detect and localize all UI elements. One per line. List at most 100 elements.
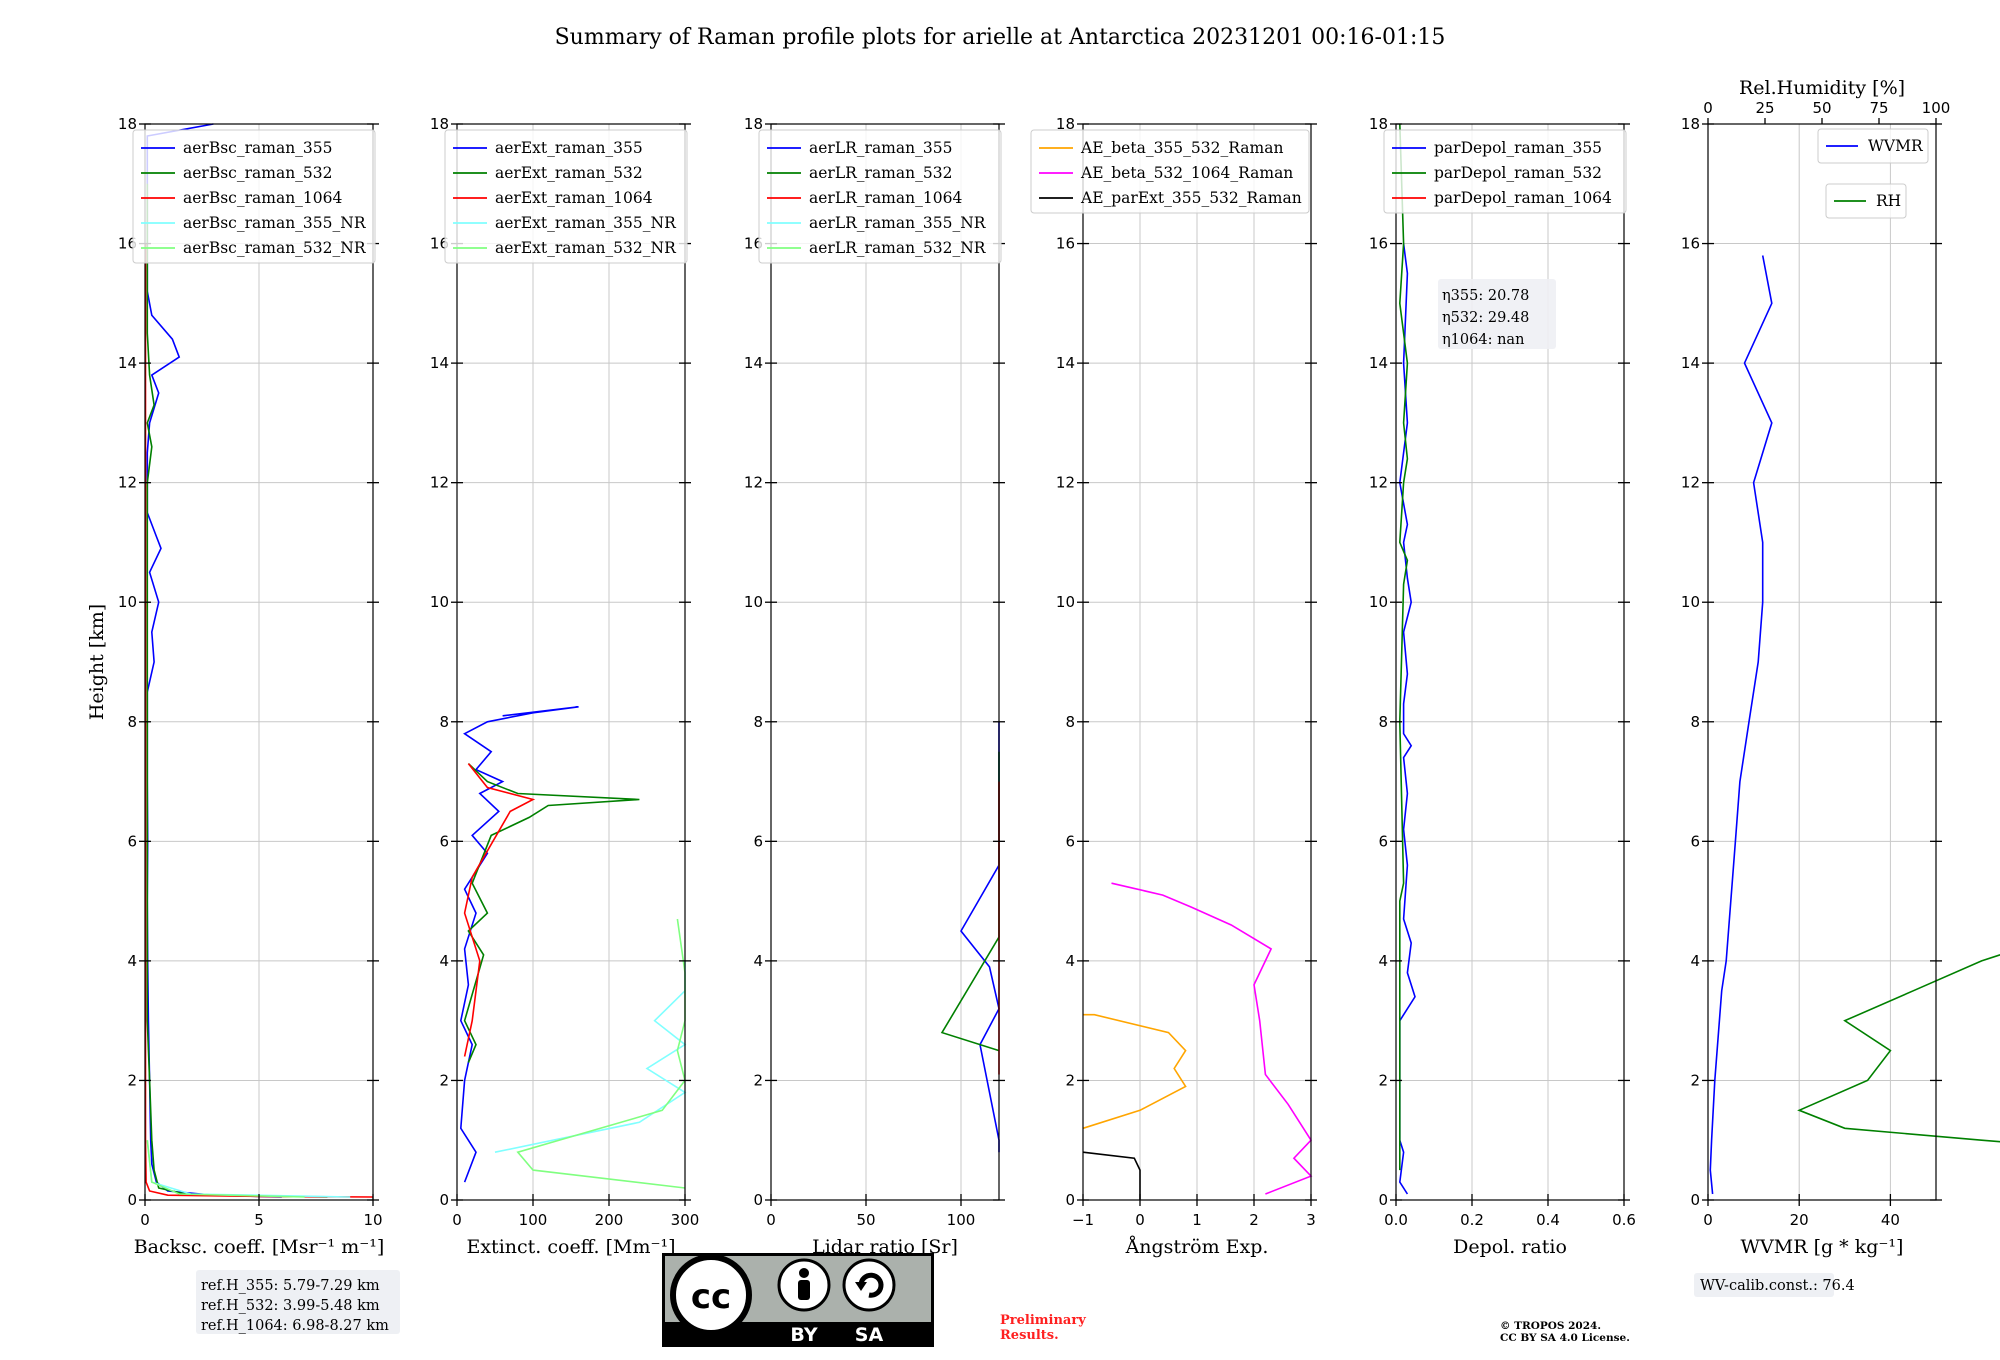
y-tick-label: 14 bbox=[1369, 354, 1388, 372]
y-tick-label: 2 bbox=[753, 1071, 763, 1089]
y-tick-label: 4 bbox=[439, 952, 449, 970]
y-tick-label: 16 bbox=[744, 235, 763, 253]
legend-box bbox=[758, 129, 1002, 264]
series-line-aerExt_raman_532 bbox=[463, 763, 640, 1063]
y-tick-label: 6 bbox=[1378, 832, 1388, 850]
y-tick-label: 10 bbox=[430, 593, 449, 611]
y-tick-label: 16 bbox=[1056, 235, 1075, 253]
ref-height-355: ref.H_355: 5.79-7.29 km bbox=[201, 1278, 380, 1294]
x-tick-label: 50 bbox=[856, 1211, 875, 1229]
y-tick-label: 2 bbox=[1378, 1071, 1388, 1089]
wv-calib-box: WV-calib.const.: 76.4 bbox=[1694, 1273, 1855, 1297]
x-tick-label: 300 bbox=[671, 1211, 700, 1229]
x-axis-label: Depol. ratio bbox=[1453, 1236, 1567, 1258]
y-tick-label: 4 bbox=[753, 952, 763, 970]
legend-label: WVMR bbox=[1868, 137, 1924, 155]
cc-icon-text: cc bbox=[691, 1277, 731, 1317]
legend-label: aerExt_raman_355 bbox=[495, 139, 643, 157]
legend-label: AE_beta_355_532_Raman bbox=[1080, 139, 1283, 157]
y-tick-label: 8 bbox=[753, 713, 763, 731]
by-label: BY bbox=[790, 1324, 817, 1346]
y-tick-label: 12 bbox=[430, 474, 449, 492]
legend-box bbox=[1817, 128, 1929, 164]
series-group bbox=[1398, 123, 1416, 1195]
y-tick-label: 18 bbox=[744, 115, 763, 133]
y-tick-label: 2 bbox=[1065, 1071, 1075, 1089]
x-tick-label: 0.0 bbox=[1384, 1211, 1408, 1229]
x-tick-label: 100 bbox=[519, 1211, 548, 1229]
y-tick-label: 8 bbox=[1065, 713, 1075, 731]
plot-frame bbox=[770, 123, 1000, 1201]
y-tick-label: 18 bbox=[430, 115, 449, 133]
legend-label: aerBsc_raman_532 bbox=[183, 164, 333, 182]
legend-label: aerBsc_raman_532_NR bbox=[183, 239, 367, 257]
series-line-aerBsc_raman_532_NR bbox=[146, 1140, 305, 1198]
panel-2: 0 2 4 6 8 10 12 14 16 18 0 100 200 300 Extinct. coeff.… bbox=[430, 115, 699, 1258]
legend-label: aerExt_raman_532_NR bbox=[495, 239, 677, 257]
figure-title: Summary of Raman profile plots for ariel… bbox=[555, 25, 1446, 50]
y-tick-label: 16 bbox=[118, 235, 137, 253]
y-tick-label: 0 bbox=[127, 1191, 137, 1209]
series-line-aerBsc_raman_355 bbox=[146, 123, 282, 1198]
series-line-aerLR_raman_532 bbox=[940, 751, 1000, 1052]
legend-label: aerLR_raman_355_NR bbox=[809, 214, 987, 232]
eta-value: η532: 29.48 bbox=[1442, 310, 1529, 326]
y-axis-label: Height [km] bbox=[86, 604, 108, 720]
y-tick-label: 6 bbox=[753, 832, 763, 850]
legend: parDepol_raman_355 parDepol_raman_532 parD… bbox=[1383, 129, 1627, 214]
legend: WVMR RH bbox=[1817, 128, 1929, 219]
y-tick-label: 0 bbox=[1065, 1191, 1075, 1209]
x2-tick-label: 25 bbox=[1755, 99, 1774, 117]
y-tick-label: 6 bbox=[127, 832, 137, 850]
preliminary-line1: Preliminary bbox=[1000, 1313, 1086, 1328]
series-line-aerExt_raman_355 bbox=[459, 706, 579, 1183]
x-axis-label: Lidar ratio [Sr] bbox=[812, 1236, 958, 1258]
x-tick-label: 0 bbox=[1135, 1211, 1145, 1229]
legend-box bbox=[444, 129, 688, 264]
y-tick-label: 10 bbox=[118, 593, 137, 611]
series-line-aerExt_raman_1064 bbox=[463, 763, 536, 1057]
x-axis-label: Ångström Exp. bbox=[1125, 1236, 1269, 1258]
x2-axis-label: Rel.Humidity [%] bbox=[1739, 77, 1905, 99]
legend-box bbox=[132, 129, 376, 264]
legend-label: aerExt_raman_532 bbox=[495, 164, 643, 182]
x-tick-label: 5 bbox=[254, 1211, 264, 1229]
ref-height-box: ref.H_355: 5.79-7.29 km ref.H_532: 3.99-… bbox=[196, 1270, 400, 1334]
y-tick-label: 4 bbox=[1690, 952, 1700, 970]
ref-height-532: ref.H_532: 3.99-5.48 km bbox=[201, 1298, 380, 1314]
legend: aerBsc_raman_355 aerBsc_raman_532 aerBsc_r… bbox=[132, 129, 376, 264]
series-line-aerLR_raman_355 bbox=[960, 721, 1000, 1153]
x-tick-label: 0.6 bbox=[1612, 1211, 1636, 1229]
y-tick-label: 14 bbox=[118, 354, 137, 372]
y-tick-label: 2 bbox=[439, 1071, 449, 1089]
legend-label: aerLR_raman_1064 bbox=[809, 189, 962, 207]
x-tick-label: 10 bbox=[363, 1211, 382, 1229]
legend: AE_beta_355_532_Raman AE_beta_532_1064_Ra… bbox=[1030, 129, 1310, 214]
plot-frame bbox=[1395, 123, 1625, 1201]
series-group bbox=[940, 721, 1000, 1153]
legend-label: aerLR_raman_532 bbox=[809, 164, 952, 182]
x-axis-label: Extinct. coeff. [Mm⁻¹] bbox=[466, 1236, 675, 1258]
y-tick-label: 12 bbox=[118, 474, 137, 492]
legend-label: RH bbox=[1876, 192, 1901, 210]
series-group bbox=[1709, 255, 2000, 1195]
y-tick-label: 10 bbox=[1056, 593, 1075, 611]
legend-label: aerExt_raman_1064 bbox=[495, 189, 653, 207]
y-tick-label: 0 bbox=[753, 1191, 763, 1209]
y-tick-label: 0 bbox=[1690, 1191, 1700, 1209]
legend: aerExt_raman_355 aerExt_raman_532 aerExt_r… bbox=[444, 129, 688, 264]
y-tick-label: 18 bbox=[1056, 115, 1075, 133]
y-tick-label: 0 bbox=[439, 1191, 449, 1209]
x2-tick-label: 50 bbox=[1812, 99, 1831, 117]
y-tick-label: 10 bbox=[744, 593, 763, 611]
x-tick-label: 0.4 bbox=[1536, 1211, 1560, 1229]
eta-value: η355: 20.78 bbox=[1442, 288, 1529, 304]
sa-label: SA bbox=[855, 1324, 884, 1346]
x-tick-label: 0 bbox=[766, 1211, 776, 1229]
x-tick-label: 0.2 bbox=[1460, 1211, 1484, 1229]
series-line-AE_beta_532_1064_Raman bbox=[1111, 882, 1313, 1195]
eta-value: η1064: nan bbox=[1442, 332, 1524, 348]
series-line-RH bbox=[1797, 954, 2000, 1143]
